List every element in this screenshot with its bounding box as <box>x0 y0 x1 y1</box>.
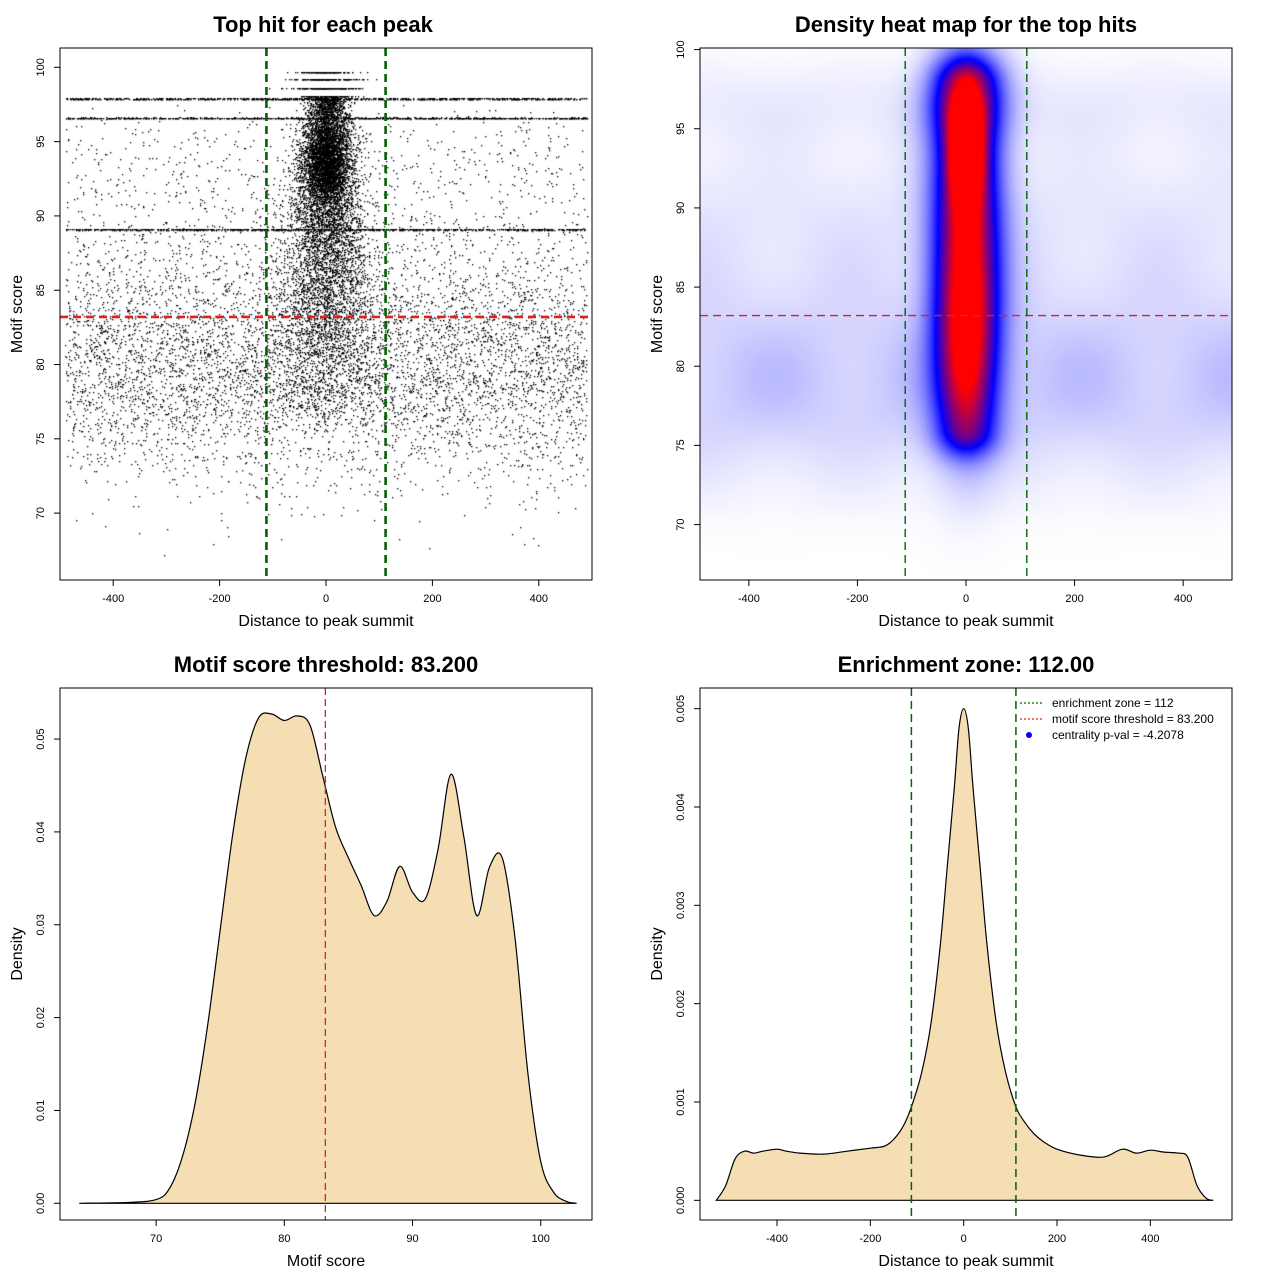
x-tick-label: 200 <box>1065 593 1083 605</box>
y-tick-label: 90 <box>675 202 687 214</box>
heatmap-image <box>700 48 1232 580</box>
y-tick-label: 100 <box>35 58 47 76</box>
x-tick-label: 0 <box>963 593 969 605</box>
y-axis-label: Motif score <box>9 275 26 353</box>
x-axis-label: Distance to peak summit <box>238 613 414 630</box>
axis-ticks: -400 -200 0 200 400 70 75 80 85 90 95 100 <box>675 40 1192 605</box>
y-tick-label: 95 <box>675 123 687 135</box>
y-tick-label: 0.002 <box>675 990 687 1018</box>
scatter-points <box>60 48 592 580</box>
density-area <box>715 708 1214 1201</box>
x-tick-label: 0 <box>323 593 329 605</box>
x-axis-label: Distance to peak summit <box>878 613 1054 630</box>
chart-title: Density heat map for the top hits <box>795 12 1137 37</box>
axis-ticks: -400 -200 0 200 400 70 75 80 85 90 95 100 <box>35 58 548 605</box>
y-tick-label: 0.03 <box>35 914 47 935</box>
x-tick-label: 100 <box>532 1233 550 1245</box>
panel-density-heatmap: Density heat map for the top hits -400 -2… <box>649 12 1233 630</box>
x-tick-label: -200 <box>846 593 868 605</box>
legend-swatch-pval <box>1026 732 1032 738</box>
y-tick-label: 70 <box>675 518 687 530</box>
y-tick-label: 0.001 <box>675 1088 687 1116</box>
legend-label-pval: centrality p-val = -4.2078 <box>1052 728 1184 742</box>
y-tick-label: 80 <box>675 360 687 372</box>
panel-enrichment-zone-density: Enrichment zone: 112.00 -400 -200 0 200 400 0… <box>649 652 1233 1270</box>
x-tick-label: 90 <box>406 1233 418 1245</box>
x-axis-label: Motif score <box>287 1253 365 1270</box>
y-tick-label: 0.04 <box>35 821 47 842</box>
x-tick-label: 400 <box>1141 1233 1159 1245</box>
axis-ticks: 70 80 90 100 0.00 0.01 0.02 0.03 0.04 0.05 <box>35 728 550 1245</box>
density-curve <box>715 708 1214 1201</box>
x-tick-label: 400 <box>530 593 548 605</box>
y-tick-label: 75 <box>35 433 47 445</box>
x-tick-label: -200 <box>859 1233 881 1245</box>
y-tick-label: 80 <box>35 358 47 370</box>
x-tick-label: -200 <box>209 593 231 605</box>
legend-label-enrichment: enrichment zone = 112 <box>1052 696 1174 710</box>
x-tick-label: 70 <box>150 1233 162 1245</box>
y-tick-label: 0.004 <box>675 793 687 821</box>
y-axis-label: Motif score <box>649 275 666 353</box>
x-axis-label: Distance to peak summit <box>878 1253 1054 1270</box>
y-tick-label: 0.000 <box>675 1187 687 1215</box>
reference-lines <box>60 48 592 580</box>
density-area <box>79 712 577 1204</box>
y-tick-label: 90 <box>35 210 47 222</box>
plot-frame <box>59 687 593 1221</box>
y-tick-label: 0.00 <box>35 1193 47 1214</box>
x-tick-label: -400 <box>766 1233 788 1245</box>
x-tick-label: -400 <box>738 593 760 605</box>
y-tick-label: 0.01 <box>35 1100 47 1121</box>
density-curve <box>79 712 577 1204</box>
y-tick-label: 0.02 <box>35 1007 47 1028</box>
y-tick-label: 100 <box>675 40 687 58</box>
x-tick-label: 200 <box>1048 1233 1066 1245</box>
y-tick-label: 85 <box>675 281 687 293</box>
y-tick-label: 0.05 <box>35 728 47 749</box>
chart-title: Top hit for each peak <box>213 12 433 37</box>
x-tick-label: 200 <box>423 593 441 605</box>
y-tick-label: 0.005 <box>675 695 687 723</box>
panel-motif-score-density: Motif score threshold: 83.200 70 80 90 100 0… <box>9 652 593 1270</box>
legend: enrichment zone = 112 motif score thresh… <box>1020 696 1214 742</box>
y-axis-label: Density <box>9 927 26 980</box>
plot-frame <box>699 687 1233 1221</box>
y-tick-label: 95 <box>35 135 47 147</box>
panel-top-hit-scatter: Top hit for each peak -400 -200 0 200 400 70 7… <box>9 12 593 630</box>
y-tick-label: 0.003 <box>675 892 687 920</box>
y-axis-label: Density <box>649 927 666 980</box>
x-tick-label: 80 <box>278 1233 290 1245</box>
chart-title: Enrichment zone: 112.00 <box>838 652 1095 677</box>
x-tick-label: 400 <box>1174 593 1192 605</box>
x-tick-label: 0 <box>961 1233 967 1245</box>
y-tick-label: 70 <box>35 507 47 519</box>
reference-lines <box>910 688 1017 1220</box>
x-tick-label: -400 <box>102 593 124 605</box>
y-tick-label: 75 <box>675 439 687 451</box>
y-tick-label: 85 <box>35 284 47 296</box>
chart-title: Motif score threshold: 83.200 <box>174 652 478 677</box>
axis-ticks: -400 -200 0 200 400 0.000 0.001 0.002 0.003 0.004… <box>675 695 1160 1245</box>
reference-lines <box>700 48 1232 580</box>
legend-label-threshold: motif score threshold = 83.200 <box>1052 712 1214 726</box>
